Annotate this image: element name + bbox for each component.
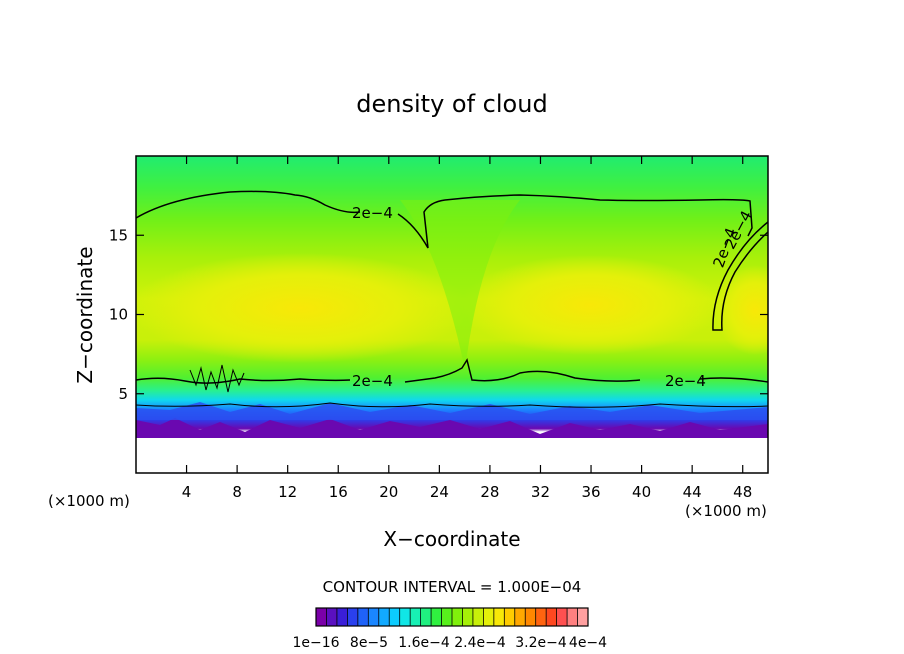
cloud-valley bbox=[400, 200, 520, 370]
x-tick-label: 8 bbox=[232, 483, 242, 501]
colorbar-swatch bbox=[410, 608, 422, 626]
x-tick-label: 16 bbox=[329, 483, 348, 501]
colorbar-label: 8e−5 bbox=[350, 635, 388, 651]
colorbar-swatch bbox=[472, 608, 484, 626]
colorbar-swatch bbox=[399, 608, 411, 626]
colorbar-label: 3.2e−4 bbox=[515, 635, 567, 651]
colorbar-swatch bbox=[316, 608, 327, 626]
chart-title: density of cloud bbox=[356, 90, 547, 118]
x-tick-label: 48 bbox=[733, 483, 752, 501]
contour-top-left bbox=[135, 190, 361, 219]
x-tick-label: 20 bbox=[379, 483, 398, 501]
colorbar-swatch bbox=[441, 608, 453, 626]
colorbar-swatch bbox=[535, 608, 547, 626]
colorbar-swatch bbox=[514, 608, 526, 626]
x-tick-label: 4 bbox=[182, 483, 192, 501]
colorbar-label: 1e−16 bbox=[292, 635, 339, 651]
x-tick-label: 44 bbox=[683, 483, 702, 501]
colorbar-labels: 1e−16 8e−5 1.6e−4 2.4e−4 3.2e−4 4e−4 bbox=[292, 635, 607, 651]
field-layer bbox=[136, 156, 768, 473]
x-tick-label: 24 bbox=[430, 483, 449, 501]
colorbar-label: 2.4e−4 bbox=[454, 635, 506, 651]
colorbar-swatch bbox=[357, 608, 369, 626]
colorbar bbox=[315, 607, 589, 627]
core-right bbox=[460, 255, 720, 355]
colorbar-swatch bbox=[347, 608, 359, 626]
colorbar-swatch bbox=[389, 608, 401, 626]
colorbar-swatch bbox=[504, 608, 516, 626]
colorbar-swatch bbox=[483, 608, 495, 626]
colorbar-swatch bbox=[546, 608, 558, 626]
x-tick-label: 36 bbox=[581, 483, 600, 501]
colorbar-swatch bbox=[493, 608, 505, 626]
colorbar-swatch bbox=[556, 608, 568, 626]
x-tick-label: 12 bbox=[278, 483, 297, 501]
contour-interval: CONTOUR INTERVAL = 1.000E−04 bbox=[323, 578, 582, 596]
colorbar-swatch bbox=[431, 608, 442, 626]
colorbar-swatch bbox=[452, 608, 463, 626]
x-unit-label: (×1000 m) bbox=[685, 502, 767, 520]
contour-noise bbox=[189, 364, 245, 393]
contour-base bbox=[135, 402, 769, 408]
x-tick-label: 32 bbox=[531, 483, 550, 501]
colorbar-label: 1.6e−4 bbox=[398, 635, 450, 651]
x-tick-label: 28 bbox=[480, 483, 499, 501]
colorbar-swatch bbox=[368, 608, 380, 626]
cloud-base-band bbox=[136, 402, 768, 420]
x-tick-label: 40 bbox=[632, 483, 651, 501]
x-axis: 4 8 12 16 20 24 28 32 36 40 44 48 bbox=[182, 156, 752, 501]
y-axis: 5 10 15 bbox=[109, 226, 768, 403]
colorbar-swatch bbox=[577, 608, 589, 626]
colorbar-swatch bbox=[525, 608, 537, 626]
contour-top-mid bbox=[397, 194, 753, 249]
contours bbox=[135, 190, 769, 408]
contour-mid bbox=[135, 358, 769, 384]
colorbar-swatch bbox=[326, 608, 338, 626]
z-unit-label: (×1000 m) bbox=[48, 492, 130, 510]
y-axis-label: Z−coordinate bbox=[73, 246, 97, 383]
contour-right bbox=[712, 221, 769, 331]
colorbar-label: 4e−4 bbox=[569, 635, 607, 651]
y-tick-label: 15 bbox=[109, 226, 128, 244]
contour-label: 2e−4 bbox=[352, 372, 393, 390]
contour-label: 2e−4 bbox=[665, 372, 706, 390]
colorbar-swatch bbox=[462, 608, 474, 626]
y-tick-label: 10 bbox=[109, 306, 128, 324]
contour-label: 2e−4 bbox=[352, 204, 393, 222]
y-tick-label: 5 bbox=[118, 385, 128, 403]
cloud-base-ragged bbox=[136, 418, 768, 438]
colorbar-swatch bbox=[567, 608, 578, 626]
colorbar-swatch bbox=[378, 608, 390, 626]
core-far-right bbox=[715, 265, 768, 355]
x-axis-label: X−coordinate bbox=[383, 527, 520, 551]
core-left bbox=[136, 253, 470, 363]
colorbar-swatch bbox=[420, 608, 432, 626]
colorbar-swatch bbox=[336, 608, 348, 626]
colorbar-frame bbox=[315, 607, 589, 627]
